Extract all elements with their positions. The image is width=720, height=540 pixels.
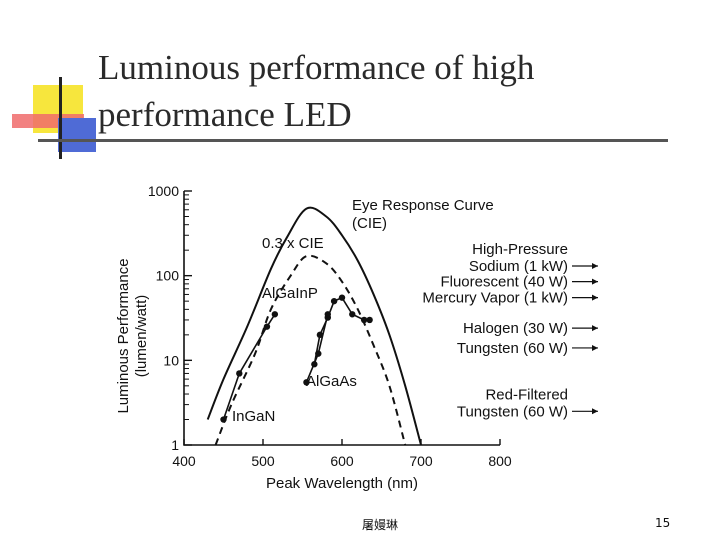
x-tick-label: 500 xyxy=(251,453,275,469)
data-point-algainp xyxy=(349,311,356,318)
data-point-ingan xyxy=(220,416,227,423)
series-line-eye-response-curve-cie xyxy=(206,206,422,446)
y-axis-label: Luminous Performance(lumen/watt) xyxy=(115,258,150,413)
series-line-algainp xyxy=(313,296,370,365)
data-point-algainp xyxy=(338,294,346,301)
data-point-algaas xyxy=(303,379,310,386)
series-layer: Eye Response Curve (CIE) 0.3 x CIE AlGaInP A… xyxy=(206,197,494,446)
series-label-algaas: AlGaAs xyxy=(306,373,357,390)
x-tick-label: 600 xyxy=(330,453,354,469)
data-point-ingan xyxy=(263,323,271,330)
decor-vertical-line xyxy=(59,77,62,159)
x-tick-label: 800 xyxy=(488,453,512,469)
page-number: 15 xyxy=(655,516,671,530)
reference-lamps: High-Pressure Sodium (1 kW)Fluorescent (4… xyxy=(422,241,598,420)
ref-label-mercury-vapor-1-kw: Mercury Vapor (1 kW) xyxy=(422,290,568,307)
series-label-algainp: AlGaInP xyxy=(262,285,318,302)
series-line-ingan xyxy=(222,313,276,420)
ref-arrowhead-fluorescent-40-w xyxy=(592,278,598,285)
ref-arrowhead-red-filtered-tungsten-60-w xyxy=(592,408,598,415)
slide-title: Luminous performance of high performance… xyxy=(98,48,535,134)
data-point-algainp xyxy=(330,297,338,305)
series-label-ingan: InGaN xyxy=(232,408,275,425)
data-point-algainp xyxy=(366,316,373,324)
footer-author: 屠嫚琳 xyxy=(361,518,398,532)
x-tick-label: 700 xyxy=(409,453,433,469)
ref-arrowhead-tungsten-60-w xyxy=(592,344,598,351)
data-point-algaas xyxy=(315,350,322,357)
data-point-algaas xyxy=(324,311,331,318)
data-point-algainp xyxy=(316,331,324,339)
ref-arrowhead-mercury-vapor-1-kw xyxy=(592,294,598,301)
ref-label-high-pressure-sodium-1-kw: High-Pressure Sodium (1 kW) xyxy=(469,241,568,275)
ref-arrowhead-halogen-30-w xyxy=(592,325,598,332)
ref-arrowhead-high-pressure-sodium-1-kw xyxy=(592,263,598,270)
title-rule xyxy=(38,139,668,142)
data-point-ingan xyxy=(271,311,279,318)
data-point-algainp xyxy=(360,316,368,324)
series-label-eye-response-curve-cie: Eye Response Curve (CIE) xyxy=(352,197,494,232)
decor-blue-square xyxy=(58,118,96,152)
luminous-performance-chart: 1 10 100 1000 400 500 600 700 800 Eye Response C… xyxy=(115,183,598,492)
x-axis-label: Peak Wavelength (nm) xyxy=(266,475,418,492)
series-line-0-3-x-cie xyxy=(214,254,407,446)
y-tick-label: 100 xyxy=(156,268,180,284)
y-tick-label: 1 xyxy=(171,437,179,453)
axes: 1 10 100 1000 400 500 600 700 800 xyxy=(148,183,512,469)
y-tick-label: 1000 xyxy=(148,183,179,199)
data-point-ingan xyxy=(236,370,243,377)
ref-label-red-filtered-tungsten-60-w: Red-Filtered Tungsten (60 W) xyxy=(457,386,568,420)
x-tick-label: 400 xyxy=(172,453,196,469)
ref-label-tungsten-60-w: Tungsten (60 W) xyxy=(457,340,568,357)
y-tick-label: 10 xyxy=(163,352,179,368)
series-label-0-3-x-cie: 0.3 x CIE xyxy=(262,235,324,252)
ref-label-halogen-30-w: Halogen (30 W) xyxy=(463,320,568,337)
ref-label-fluorescent-40-w: Fluorescent (40 W) xyxy=(440,274,568,291)
